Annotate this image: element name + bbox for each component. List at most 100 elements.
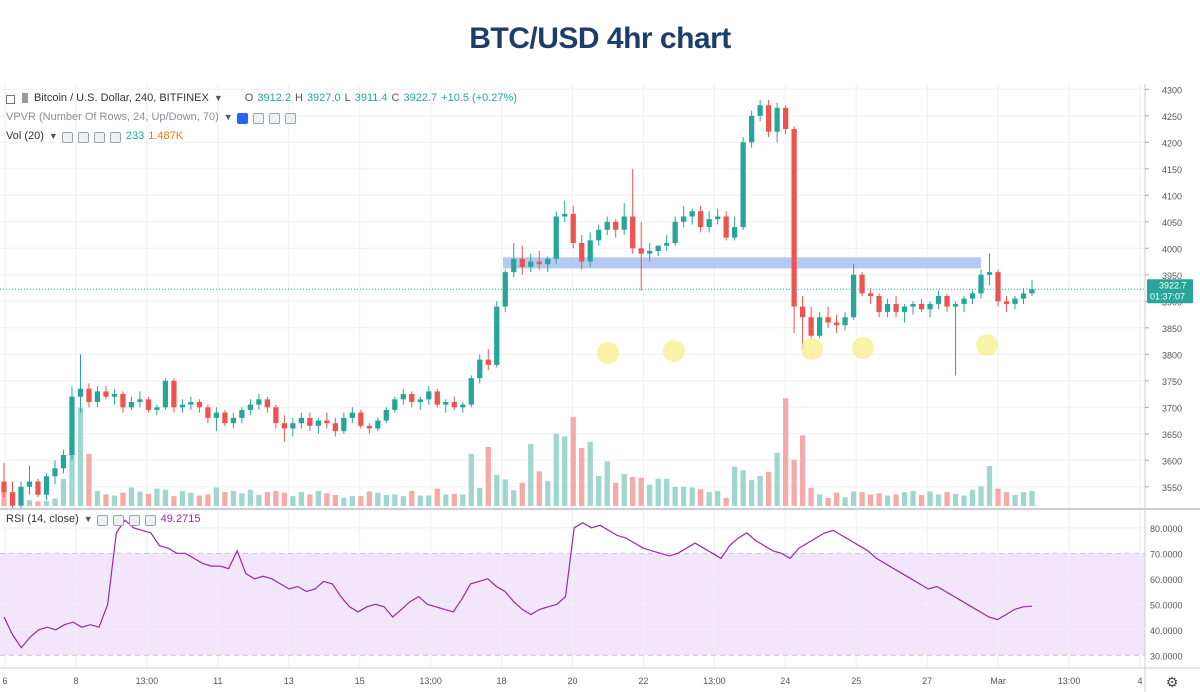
gear-icon[interactable]: ⚙ <box>1166 675 1179 691</box>
candle <box>103 386 109 400</box>
candle-body <box>417 399 423 402</box>
eye-icon[interactable] <box>61 131 73 143</box>
candle-body <box>222 412 228 424</box>
volume-bar <box>434 488 440 506</box>
legend-o-label: O <box>244 92 254 104</box>
chevron-down-icon[interactable]: ▼ <box>213 93 223 103</box>
highlight-circle <box>801 338 823 360</box>
chevron-down-icon[interactable]: ▼ <box>48 131 58 141</box>
settings-icon[interactable] <box>112 514 124 526</box>
volume-bar <box>910 490 916 506</box>
add-icon[interactable] <box>268 112 280 124</box>
eye-icon[interactable] <box>236 112 248 124</box>
candle <box>247 399 254 416</box>
candle <box>791 126 797 334</box>
volume-bar <box>290 496 296 506</box>
candle <box>952 301 959 376</box>
highlight-circle <box>976 334 998 356</box>
candle <box>579 235 585 270</box>
candle-body <box>230 417 237 424</box>
candle <box>1029 280 1035 296</box>
candle-body <box>978 274 984 294</box>
legend-symbol[interactable]: Bitcoin / U.S. Dollar, 240, BITFINEX <box>34 92 209 104</box>
chevron-down-icon[interactable]: ▼ <box>223 112 233 122</box>
candle-body <box>69 396 75 455</box>
volume-bar <box>816 494 823 506</box>
candle-body <box>18 486 24 506</box>
candle <box>808 306 814 339</box>
candle <box>256 394 262 410</box>
add-icon[interactable] <box>128 514 140 526</box>
candle <box>94 386 101 408</box>
volume-bar <box>366 491 372 506</box>
candle <box>239 407 245 424</box>
page-title: BTC/USD 4hr chart <box>469 22 731 55</box>
candle <box>26 465 33 495</box>
candle <box>417 396 423 410</box>
candle-body <box>1 481 7 493</box>
legend-vol[interactable]: Vol (20) <box>6 130 44 142</box>
volume-bar <box>281 492 287 506</box>
candle <box>825 306 831 328</box>
candle-body <box>315 420 321 426</box>
x-tick-label: 13:00 <box>1058 676 1081 686</box>
x-tick-label: 13:00 <box>136 676 159 686</box>
price-tick-label: 3700 <box>1162 403 1182 413</box>
candle <box>400 388 406 405</box>
legend-c-label: C <box>391 92 400 104</box>
volume-bar <box>298 492 304 506</box>
legend-rsi[interactable]: RSI (14, close) <box>6 513 79 525</box>
volume-bar <box>77 407 84 506</box>
candle-body <box>511 258 517 273</box>
x-tick-label: 13:00 <box>419 676 442 686</box>
volume-bar <box>664 478 670 506</box>
volume-bar <box>842 497 848 506</box>
legend-rsi-value: 49.2715 <box>160 513 201 525</box>
candle-body <box>171 380 177 408</box>
volume-bar <box>443 494 449 506</box>
legend-c: 3922.7 <box>403 92 438 104</box>
add-icon[interactable] <box>93 131 105 143</box>
settings-icon[interactable] <box>252 112 264 124</box>
legend-vpvr[interactable]: VPVR (Number Of Rows, 24, Up/Down, 70) <box>6 111 219 123</box>
volume-bar <box>315 490 321 506</box>
candle-body <box>969 293 976 299</box>
chart-container[interactable]: 3550360036503700375038003850390039504000… <box>0 84 1200 692</box>
more-icon[interactable] <box>109 131 121 143</box>
highlight-circle <box>663 340 685 362</box>
settings-icon[interactable] <box>77 131 89 143</box>
chart-svg[interactable]: 3550360036503700375038003850390039504000… <box>0 84 1200 692</box>
candle <box>647 243 653 262</box>
candle <box>1012 296 1018 310</box>
volume-bar <box>485 446 491 506</box>
candle <box>162 378 169 410</box>
collapse-icon[interactable] <box>6 94 15 104</box>
volume-bar <box>494 474 500 506</box>
candle-body <box>833 322 840 326</box>
chevron-down-icon[interactable]: ▼ <box>83 514 93 524</box>
candle <box>222 409 228 426</box>
volume-bar <box>978 486 984 506</box>
more-icon[interactable] <box>144 514 156 526</box>
candle-body <box>366 425 372 429</box>
legend-vol-value: 233 <box>125 130 145 142</box>
candle <box>630 168 636 254</box>
volume-bar <box>43 500 50 506</box>
more-icon[interactable] <box>284 112 296 124</box>
eye-icon[interactable] <box>96 514 108 526</box>
candle <box>884 298 891 318</box>
volume-bar <box>417 495 423 506</box>
volume-bar <box>94 490 101 506</box>
candle-body <box>808 317 814 336</box>
candle-body <box>128 402 135 408</box>
volume-bar <box>621 474 627 506</box>
candle-body <box>94 391 101 402</box>
candle <box>511 243 517 278</box>
rsi-tick-label: 30.0000 <box>1150 651 1183 661</box>
volume-bar <box>884 495 891 506</box>
candle <box>264 396 271 413</box>
candle <box>867 288 874 304</box>
candle-body <box>647 250 653 254</box>
candle-body <box>935 296 942 304</box>
x-tick-label: 4 <box>1137 676 1142 686</box>
